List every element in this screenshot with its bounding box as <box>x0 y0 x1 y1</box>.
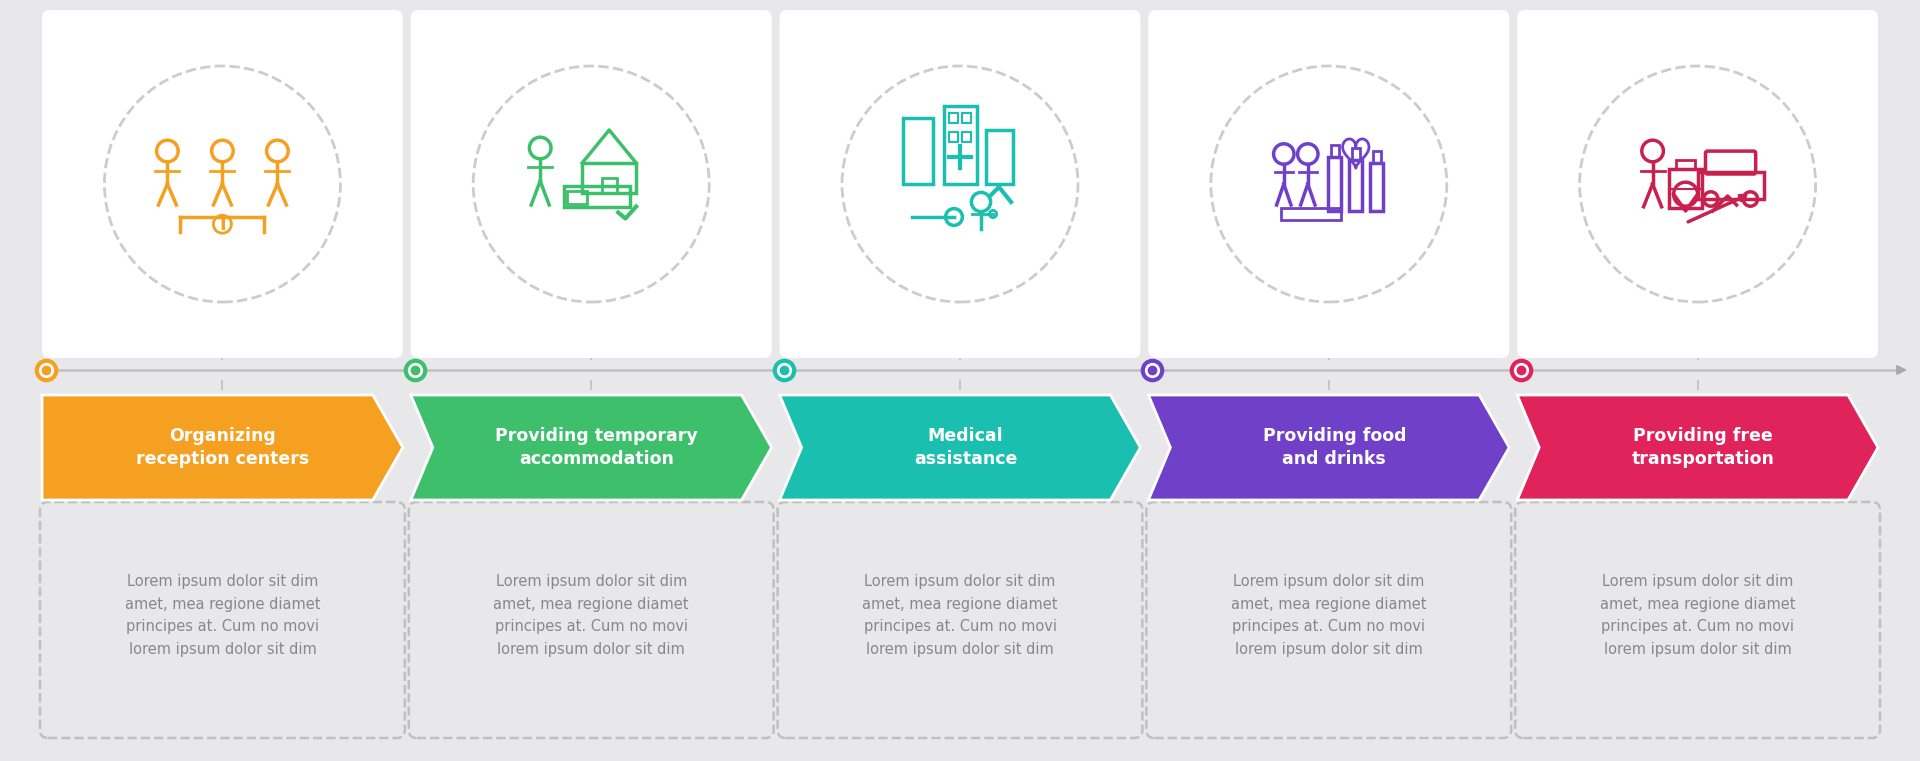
Text: Providing food
and drinks: Providing food and drinks <box>1263 427 1405 468</box>
Bar <box>902 118 933 184</box>
Polygon shape <box>780 395 1140 500</box>
FancyBboxPatch shape <box>1515 502 1880 738</box>
Bar <box>603 178 616 193</box>
Bar <box>1371 163 1384 211</box>
Polygon shape <box>1517 395 1878 500</box>
Polygon shape <box>411 395 772 500</box>
Text: Lorem ipsum dolor sit dim
amet, mea regione diamet
principes at. Cum no movi
lor: Lorem ipsum dolor sit dim amet, mea regi… <box>1599 574 1795 658</box>
Bar <box>566 191 588 203</box>
Text: Lorem ipsum dolor sit dim
amet, mea regione diamet
principes at. Cum no movi
lor: Lorem ipsum dolor sit dim amet, mea regi… <box>125 574 321 658</box>
Bar <box>962 132 972 142</box>
Bar <box>948 113 958 123</box>
FancyBboxPatch shape <box>411 10 772 358</box>
FancyBboxPatch shape <box>409 502 774 738</box>
Text: Medical
assistance: Medical assistance <box>914 427 1018 468</box>
Polygon shape <box>1148 395 1509 500</box>
Text: Lorem ipsum dolor sit dim
amet, mea regione diamet
principes at. Cum no movi
lor: Lorem ipsum dolor sit dim amet, mea regi… <box>493 574 689 658</box>
FancyBboxPatch shape <box>42 10 403 358</box>
FancyBboxPatch shape <box>40 502 405 738</box>
Bar <box>948 132 958 142</box>
Bar <box>1668 169 1703 208</box>
Bar <box>582 163 636 193</box>
Bar <box>1676 160 1695 169</box>
Bar <box>1373 151 1380 163</box>
FancyBboxPatch shape <box>1517 10 1878 358</box>
Bar <box>564 186 630 206</box>
Bar <box>1697 172 1764 199</box>
Text: Lorem ipsum dolor sit dim
amet, mea regione diamet
principes at. Cum no movi
lor: Lorem ipsum dolor sit dim amet, mea regi… <box>862 574 1058 658</box>
Text: i: i <box>219 215 227 234</box>
Text: Providing free
transportation: Providing free transportation <box>1632 427 1774 468</box>
FancyBboxPatch shape <box>780 10 1140 358</box>
Bar <box>1331 145 1338 157</box>
FancyBboxPatch shape <box>1148 10 1509 358</box>
Bar <box>962 113 972 123</box>
Bar <box>943 106 977 184</box>
Bar <box>1350 160 1363 211</box>
FancyBboxPatch shape <box>778 502 1142 738</box>
FancyBboxPatch shape <box>1146 502 1511 738</box>
Text: Providing temporary
accommodation: Providing temporary accommodation <box>495 427 699 468</box>
Text: Organizing
reception centers: Organizing reception centers <box>136 427 309 468</box>
Text: Lorem ipsum dolor sit dim
amet, mea regione diamet
principes at. Cum no movi
lor: Lorem ipsum dolor sit dim amet, mea regi… <box>1231 574 1427 658</box>
Bar <box>1352 148 1359 160</box>
Bar <box>1329 157 1342 211</box>
Bar <box>1281 208 1340 220</box>
Polygon shape <box>42 395 403 500</box>
Bar <box>985 130 1012 184</box>
